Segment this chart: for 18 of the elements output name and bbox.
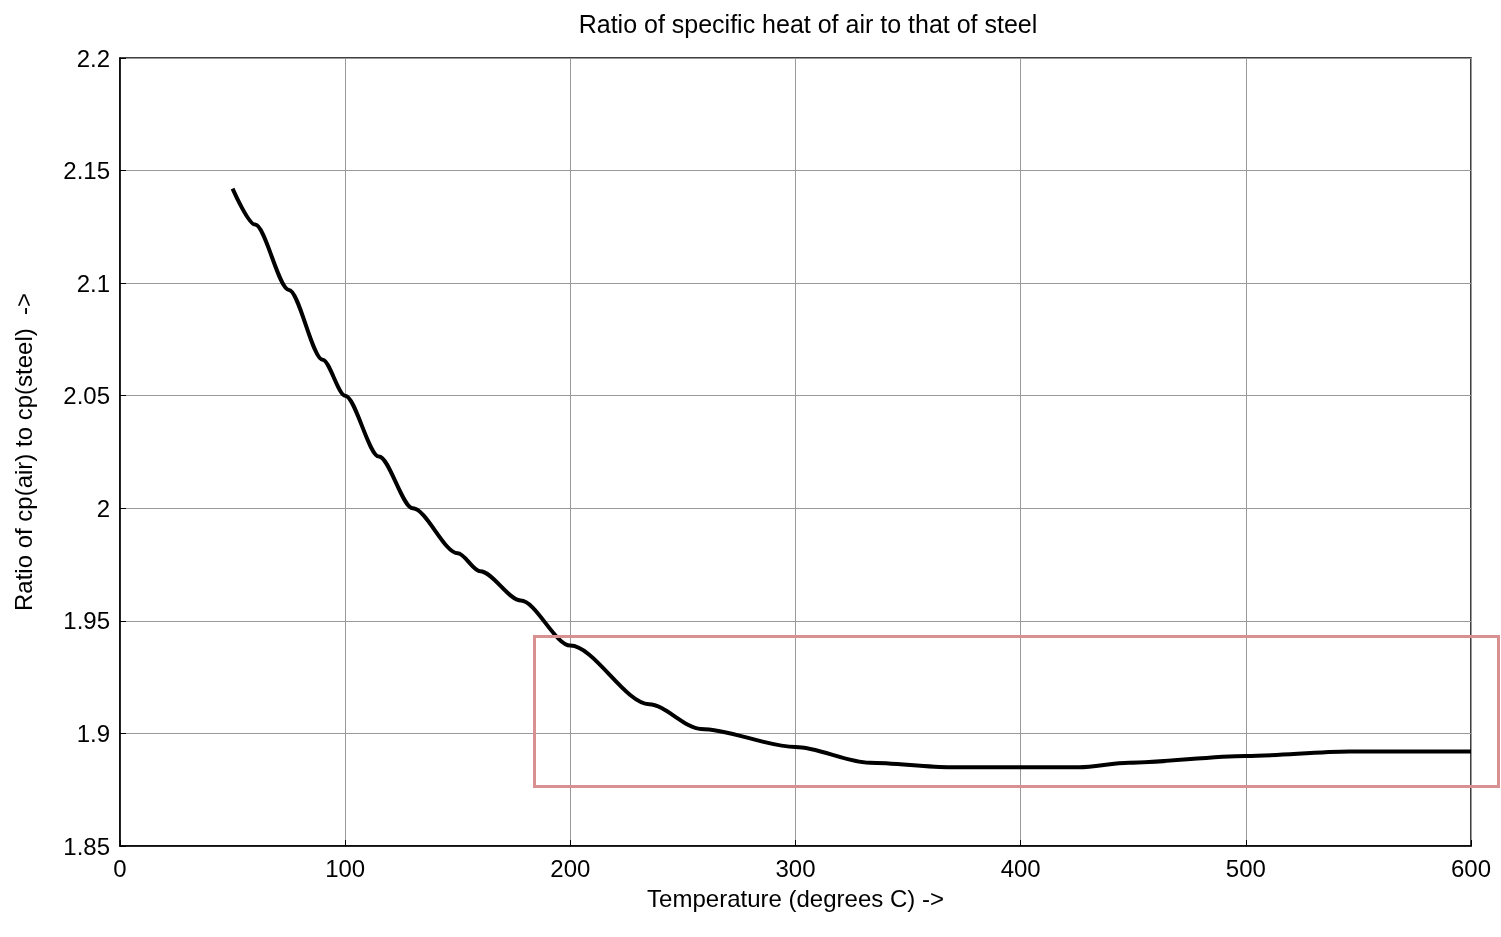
y-tick-label: 1.85 [63,832,110,860]
y-tick-label: 1.95 [63,607,110,635]
y-tick-label: 2.2 [76,44,110,72]
y-tick-label: 1.9 [76,719,110,747]
x-tick-label: 300 [775,854,816,882]
y-axis-title: Ratio of cp(air) to cp(steel) -> [9,292,37,612]
y-tick-label: 2.15 [63,157,110,185]
y-tick-label: 2 [96,494,110,522]
x-tick-label: 400 [1000,854,1041,882]
x-tick-label: 500 [1225,854,1266,882]
chart-title: Ratio of specific heat of air to that of steel [578,9,1038,38]
y-tick-label: 2.05 [63,382,110,410]
y-tick-label: 2.1 [76,269,110,297]
x-axis-title: Temperature (degrees C) -> [647,884,944,912]
x-tick-label: 0 [113,854,127,882]
x-tick-label: 100 [325,854,366,882]
x-tick-label: 200 [550,854,591,882]
x-tick-label: 600 [1450,854,1492,882]
